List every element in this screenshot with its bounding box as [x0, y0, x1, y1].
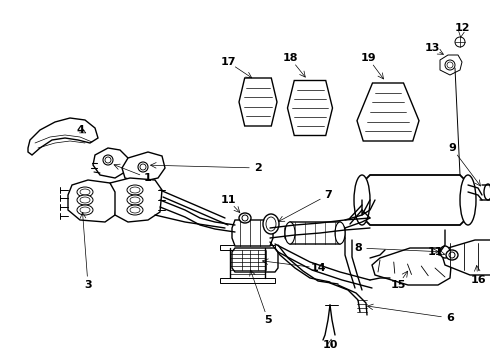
Ellipse shape [354, 175, 370, 225]
Ellipse shape [263, 214, 279, 234]
Text: 2: 2 [254, 163, 262, 173]
Text: 10: 10 [322, 340, 338, 350]
Text: 14: 14 [310, 263, 326, 273]
Polygon shape [362, 175, 468, 225]
Text: 12: 12 [454, 23, 470, 33]
Text: 13: 13 [424, 43, 440, 53]
Ellipse shape [460, 175, 476, 225]
Text: 16: 16 [470, 275, 486, 285]
Ellipse shape [77, 205, 93, 215]
Polygon shape [28, 118, 98, 155]
Polygon shape [220, 278, 275, 283]
Text: 8: 8 [354, 243, 362, 253]
Ellipse shape [440, 246, 450, 258]
Text: 19: 19 [360, 53, 376, 63]
Ellipse shape [484, 184, 490, 200]
Polygon shape [285, 222, 345, 244]
Text: 17: 17 [220, 57, 236, 67]
Ellipse shape [127, 205, 143, 215]
Text: 7: 7 [324, 190, 332, 200]
Text: 9: 9 [448, 143, 456, 153]
Polygon shape [122, 152, 165, 182]
Ellipse shape [285, 222, 295, 244]
Text: 11: 11 [427, 247, 443, 257]
Text: 4: 4 [76, 125, 84, 135]
Polygon shape [357, 83, 419, 141]
Text: 15: 15 [391, 280, 406, 290]
Polygon shape [232, 248, 278, 272]
Ellipse shape [127, 195, 143, 205]
Ellipse shape [77, 195, 93, 205]
Polygon shape [220, 245, 275, 250]
Polygon shape [93, 148, 128, 178]
Polygon shape [372, 248, 452, 285]
Polygon shape [288, 81, 333, 135]
Ellipse shape [335, 222, 345, 244]
Circle shape [138, 162, 148, 172]
Ellipse shape [239, 213, 251, 223]
Polygon shape [239, 78, 277, 126]
Text: 6: 6 [446, 313, 454, 323]
Text: 3: 3 [84, 280, 92, 290]
Text: 5: 5 [264, 315, 272, 325]
Ellipse shape [446, 250, 458, 260]
Text: 11: 11 [220, 195, 236, 205]
Polygon shape [440, 55, 462, 75]
Ellipse shape [127, 185, 143, 195]
Text: 18: 18 [282, 53, 298, 63]
Polygon shape [110, 178, 162, 222]
Circle shape [103, 155, 113, 165]
Polygon shape [442, 240, 490, 275]
Polygon shape [68, 180, 118, 222]
Polygon shape [232, 220, 273, 246]
Text: 1: 1 [144, 173, 152, 183]
Circle shape [445, 60, 455, 70]
Ellipse shape [77, 187, 93, 197]
